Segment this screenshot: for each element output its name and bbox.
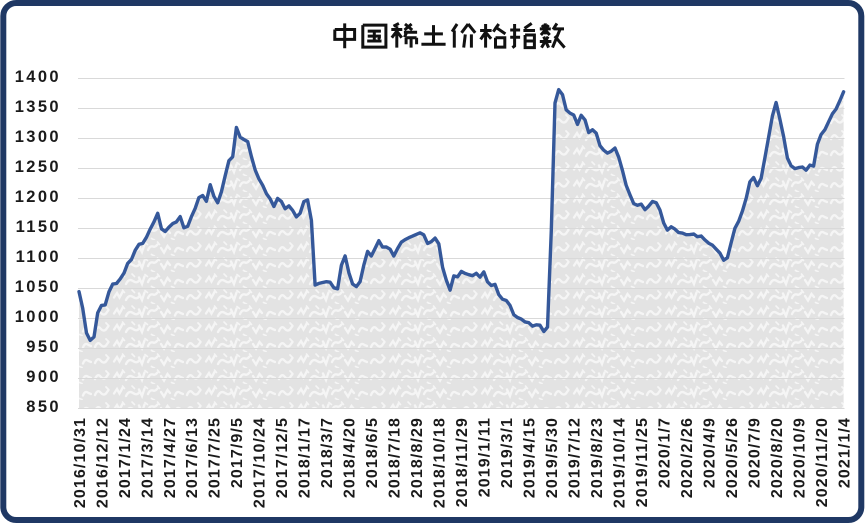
- svg-text:2019/10/14: 2019/10/14: [612, 417, 629, 508]
- svg-text:2020/11/20: 2020/11/20: [814, 417, 831, 507]
- svg-text:2018/4/20: 2018/4/20: [342, 417, 359, 498]
- svg-text:2017/4/27: 2017/4/27: [162, 417, 179, 498]
- svg-text:2018/7/18: 2018/7/18: [387, 417, 404, 498]
- svg-text:2017/1/24: 2017/1/24: [117, 417, 134, 498]
- svg-text:1050: 1050: [15, 278, 61, 296]
- svg-text:1150: 1150: [16, 218, 61, 236]
- svg-text:2018/6/5: 2018/6/5: [364, 417, 381, 488]
- svg-text:1100: 1100: [16, 248, 61, 266]
- svg-text:2019/1/11: 2019/1/11: [477, 417, 494, 497]
- svg-text:2019/5/30: 2019/5/30: [544, 417, 561, 498]
- svg-text:2017/9/5: 2017/9/5: [229, 417, 246, 488]
- svg-text:1250: 1250: [15, 158, 61, 176]
- svg-text:1400: 1400: [15, 68, 61, 86]
- svg-text:2020/7/9: 2020/7/9: [746, 417, 763, 488]
- svg-text:2018/10/18: 2018/10/18: [432, 417, 449, 508]
- svg-text:2020/5/26: 2020/5/26: [724, 417, 741, 498]
- svg-text:2016/12/12: 2016/12/12: [94, 417, 111, 508]
- svg-text:2019/4/15: 2019/4/15: [522, 417, 539, 498]
- svg-text:2020/10/9: 2020/10/9: [791, 417, 808, 498]
- svg-text:950: 950: [26, 338, 61, 356]
- svg-text:1300: 1300: [15, 128, 61, 146]
- svg-text:2017/10/24: 2017/10/24: [252, 417, 269, 508]
- svg-text:2019/7/12: 2019/7/12: [567, 417, 584, 498]
- svg-text:1000: 1000: [15, 308, 61, 326]
- svg-text:2021/1/4: 2021/1/4: [836, 417, 853, 488]
- svg-text:2020/8/20: 2020/8/20: [769, 417, 786, 498]
- svg-text:2020/1/7: 2020/1/7: [657, 417, 674, 488]
- svg-text:2016/10/31: 2016/10/31: [72, 417, 89, 508]
- svg-text:2018/1/17: 2018/1/17: [297, 417, 314, 498]
- svg-text:900: 900: [26, 368, 61, 386]
- svg-text:1350: 1350: [15, 98, 61, 116]
- svg-text:2019/8/23: 2019/8/23: [589, 417, 606, 498]
- svg-text:2017/3/14: 2017/3/14: [139, 417, 156, 498]
- svg-text:2020/2/26: 2020/2/26: [679, 417, 696, 498]
- svg-text:2019/11/25: 2019/11/25: [634, 417, 651, 507]
- svg-text:1200: 1200: [15, 188, 61, 206]
- svg-text:850: 850: [26, 398, 61, 416]
- svg-text:2018/8/29: 2018/8/29: [409, 417, 426, 498]
- svg-text:2017/7/25: 2017/7/25: [207, 417, 224, 498]
- svg-text:2020/4/9: 2020/4/9: [702, 417, 719, 488]
- svg-text:2017/12/5: 2017/12/5: [274, 417, 291, 498]
- svg-text:2017/6/13: 2017/6/13: [184, 417, 201, 498]
- svg-text:2019/3/1: 2019/3/1: [499, 417, 516, 488]
- svg-text:2018/3/7: 2018/3/7: [319, 417, 336, 488]
- svg-text:2018/11/29: 2018/11/29: [454, 417, 471, 507]
